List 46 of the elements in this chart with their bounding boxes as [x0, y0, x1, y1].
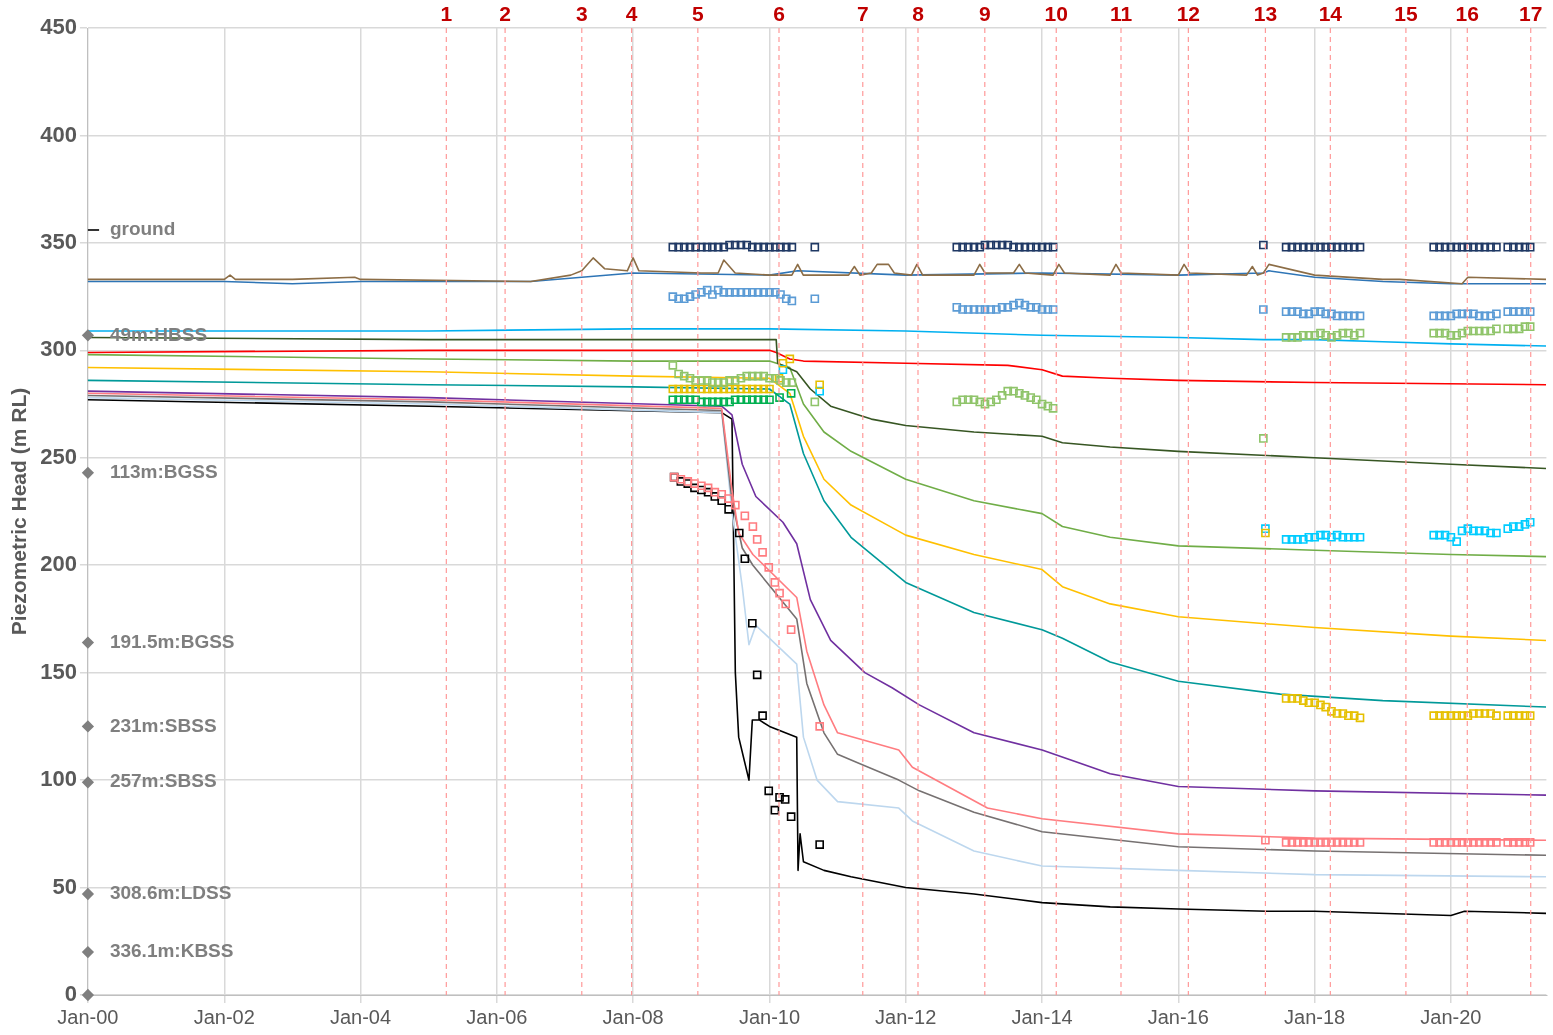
y-tick-label: 400 — [40, 121, 77, 147]
ref-line-label: 2 — [499, 2, 511, 26]
ref-line-label: 7 — [856, 2, 869, 26]
y-tick-label: 50 — [52, 873, 77, 899]
ref-line-label: 13 — [1253, 2, 1278, 26]
ref-line-label: 11 — [1109, 2, 1133, 26]
x-tick-label: Jan-00 — [57, 1005, 119, 1028]
annotation: 231m:SBSS — [109, 714, 217, 736]
x-tick-label: Jan-04 — [329, 1005, 392, 1028]
ref-line-label: 14 — [1318, 2, 1343, 26]
ref-line-label: 3 — [575, 2, 588, 26]
y-tick-label: 200 — [40, 551, 77, 577]
ref-line-label: 10 — [1044, 2, 1068, 26]
annotation: 308.6m:LDSS — [109, 882, 232, 904]
x-tick-label: Jan-08 — [602, 1005, 664, 1028]
x-tick-label: Jan-20 — [1420, 1005, 1482, 1028]
y-tick-label: 0 — [64, 981, 77, 1007]
ref-line-label: 5 — [691, 2, 704, 26]
y-tick-label: 450 — [40, 14, 77, 40]
y-tick-label: 250 — [40, 443, 77, 469]
annotation: ground — [109, 218, 176, 240]
annotation: 113m:BGSS — [109, 461, 218, 483]
ref-line-label: 15 — [1394, 2, 1418, 26]
ref-line-label: 17 — [1519, 2, 1543, 26]
annotation: 191.5m:BGSS — [109, 630, 235, 652]
y-tick-label: 300 — [40, 336, 77, 362]
ref-line-label: 4 — [625, 2, 638, 26]
x-tick-label: Jan-06 — [466, 1005, 528, 1028]
ref-line-label: 6 — [773, 2, 785, 26]
x-tick-label: Jan-12 — [875, 1005, 937, 1028]
x-tick-label: Jan-02 — [193, 1005, 255, 1028]
y-tick-label: 100 — [40, 766, 77, 792]
ref-line-label: 1 — [440, 2, 453, 26]
x-tick-label: Jan-14 — [1011, 1005, 1073, 1028]
annotation: 257m:SBSS — [109, 770, 217, 792]
x-tick-label: Jan-16 — [1147, 1005, 1209, 1028]
y-tick-label: 350 — [40, 228, 77, 254]
y-axis-title: Piezometric Head (m RL) — [7, 387, 31, 636]
ref-line-label: 12 — [1176, 2, 1201, 26]
ref-line-label: 9 — [978, 2, 991, 26]
y-tick-label: 150 — [40, 658, 77, 684]
x-tick-label: Jan-18 — [1284, 1005, 1346, 1028]
x-tick-label: Jan-10 — [738, 1005, 801, 1028]
ref-line-label: 8 — [912, 2, 925, 26]
annotation: 336.1m:KBSS — [109, 940, 234, 962]
ref-line-label: 16 — [1455, 2, 1479, 26]
